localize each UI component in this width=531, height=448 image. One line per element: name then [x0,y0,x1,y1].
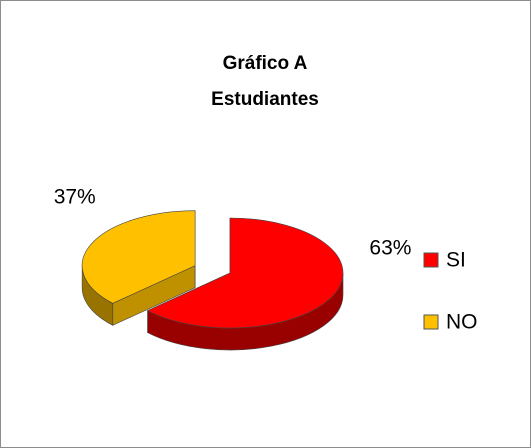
pie-slice [81,210,196,326]
legend-swatch [423,252,439,268]
chart-title: Gráfico A [223,53,308,74]
slice-top [81,210,196,304]
chart-subtitle: Estudiantes [211,89,319,110]
data-label: 63% [369,236,411,259]
slice-top [146,217,344,329]
legend-swatch [423,314,439,330]
pie-slice [146,217,344,351]
data-label: 37% [54,185,96,208]
legend-label: NO [446,311,478,334]
legend-label: SI [446,249,466,272]
